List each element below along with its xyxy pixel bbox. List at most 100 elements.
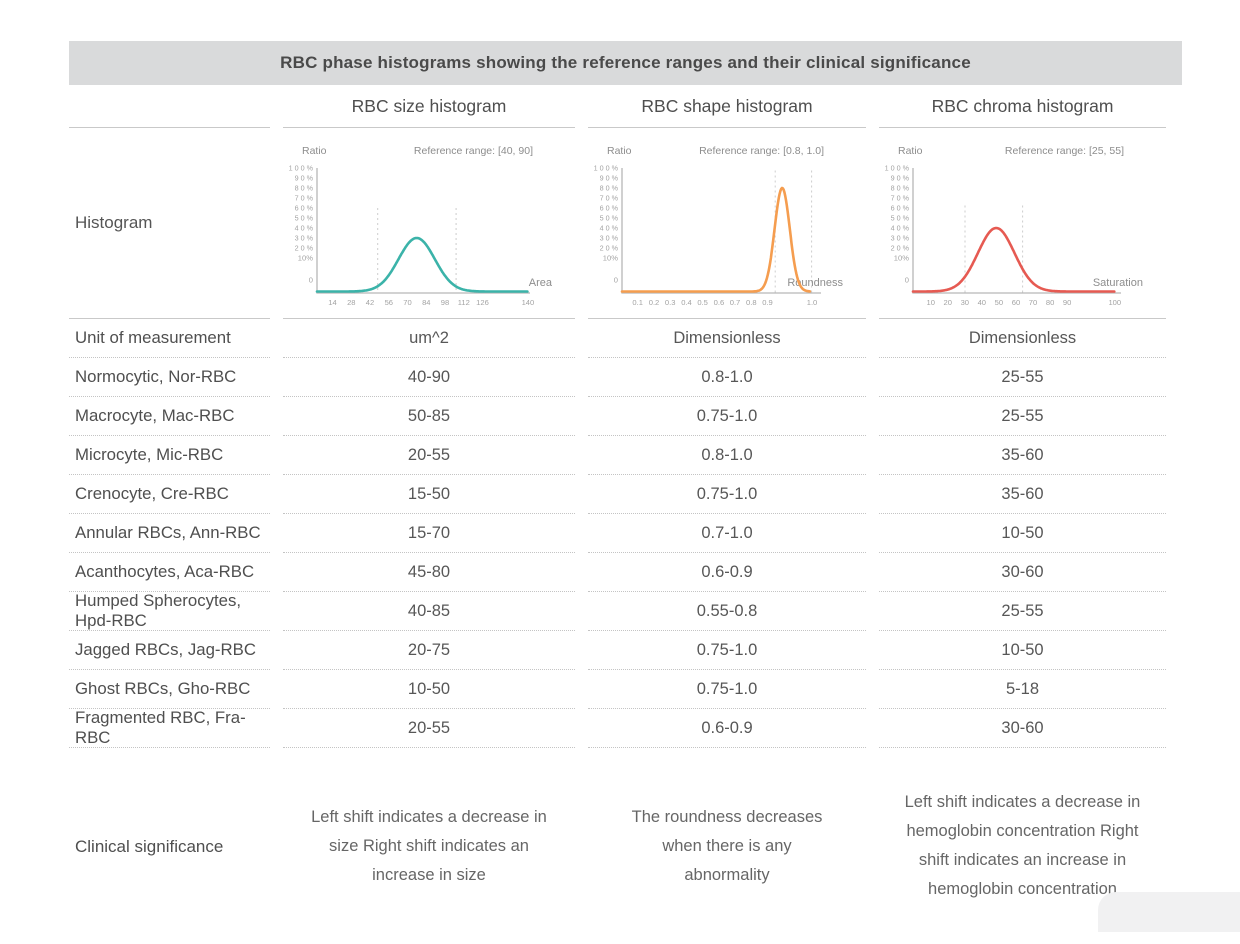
y-tick-label: 10% bbox=[894, 254, 909, 263]
column-header-chroma: RBC chroma histogram bbox=[879, 85, 1166, 128]
column-header-shape: RBC shape histogram bbox=[588, 85, 866, 128]
cell-chroma: 25-55 bbox=[879, 358, 1166, 397]
row-label: Ghost RBCs, Gho-RBC bbox=[69, 670, 270, 709]
table-row-crenocyte: Crenocyte, Cre-RBC 15-50 0.75-1.0 35-60 bbox=[69, 475, 1240, 514]
x-tick-label: 0.3 bbox=[665, 298, 676, 307]
x-tick-label: 98 bbox=[441, 298, 449, 307]
y-tick-label: 6 0 % bbox=[600, 204, 619, 213]
figure-title-bar: RBC phase histograms showing the referen… bbox=[69, 41, 1182, 85]
table-row-ghost: Ghost RBCs, Gho-RBC 10-50 0.75-1.0 5-18 bbox=[69, 670, 1240, 709]
y-tick-label: 10% bbox=[603, 254, 618, 263]
x-tick-label: 0.2 bbox=[649, 298, 660, 307]
x-tick-label: 0.9 bbox=[762, 298, 773, 307]
x-tick-label: 0.1 bbox=[632, 298, 643, 307]
clinical-chroma-text: Left shift indicates a decrease in hemog… bbox=[904, 793, 1141, 898]
y-tick-label: 0 bbox=[614, 276, 618, 285]
row-label: Macrocyte, Mac-RBC bbox=[69, 397, 270, 436]
cell-size: 10-50 bbox=[283, 670, 575, 709]
y-tick-label: 9 0 % bbox=[891, 174, 910, 183]
shape-histogram-chart: Ratio Reference range: [0.8, 1.0] 1 0 0 % 9… bbox=[588, 130, 866, 316]
y-tick-label: 7 0 % bbox=[295, 194, 314, 203]
y-tick-label: 4 0 % bbox=[600, 224, 619, 233]
figure-title: RBC phase histograms showing the referen… bbox=[280, 53, 971, 72]
y-tick-label: 0 bbox=[905, 276, 909, 285]
table-row-humped-spherocytes: Humped Spherocytes, Hpd-RBC 40-85 0.55-0… bbox=[69, 591, 1240, 631]
chart-y-axis-title: Ratio bbox=[898, 145, 923, 157]
chart-x-axis-title: Roundness bbox=[787, 277, 843, 289]
chart-axes bbox=[912, 168, 1121, 294]
y-tick-label: 8 0 % bbox=[600, 184, 619, 193]
size-histogram-chart: Ratio Reference range: [40, 90] 1 0 0 % 9 0… bbox=[283, 130, 575, 316]
cell-chroma: 25-55 bbox=[879, 592, 1166, 631]
table-row-normocytic: Normocytic, Nor-RBC 40-90 0.8-1.0 25-55 bbox=[69, 358, 1240, 397]
cell-size: 50-85 bbox=[283, 397, 575, 436]
x-tick-label: 112 bbox=[458, 298, 470, 307]
x-tick-label: 14 bbox=[328, 298, 336, 307]
row-label: Fragmented RBC, Fra-RBC bbox=[69, 708, 270, 748]
table-row-microcyte: Microcyte, Mic-RBC 20-55 0.8-1.0 35-60 bbox=[69, 436, 1240, 475]
x-tick-label: 56 bbox=[385, 298, 393, 307]
y-tick-label: 5 0 % bbox=[891, 214, 910, 223]
y-tick-label: 9 0 % bbox=[600, 174, 619, 183]
y-tick-label: 1 0 0 % bbox=[885, 164, 910, 173]
x-tick-label: 0.8 bbox=[746, 298, 757, 307]
cell-shape: 0.6-0.9 bbox=[588, 553, 866, 592]
x-tick-label: 0.7 bbox=[730, 298, 741, 307]
table-row-fragmented: Fragmented RBC, Fra-RBC 20-55 0.6-0.9 30… bbox=[69, 708, 1240, 748]
column-header-size: RBC size histogram bbox=[283, 85, 575, 128]
y-tick-label: 3 0 % bbox=[891, 234, 910, 243]
y-tick-label: 3 0 % bbox=[600, 234, 619, 243]
cell-shape: 0.8-1.0 bbox=[588, 436, 866, 475]
chart-reference-range-label: Reference range: [25, 55] bbox=[1005, 145, 1124, 157]
x-tick-label: 0.5 bbox=[697, 298, 708, 307]
y-tick-label: 5 0 % bbox=[600, 214, 619, 223]
row-label: Unit of measurement bbox=[69, 319, 270, 358]
row-label: Normocytic, Nor-RBC bbox=[69, 358, 270, 397]
x-tick-label: 100 bbox=[1108, 298, 1121, 307]
cell-shape: 0.8-1.0 bbox=[588, 358, 866, 397]
cell-shape: Dimensionless bbox=[588, 319, 866, 358]
chart-x-axis-title: Saturation bbox=[1093, 277, 1143, 289]
x-tick-label: 0.6 bbox=[714, 298, 725, 307]
cell-shape: 0.75-1.0 bbox=[588, 397, 866, 436]
clinical-shape-text: The roundness decreases when there is an… bbox=[631, 807, 823, 884]
x-tick-label: 28 bbox=[347, 298, 355, 307]
row-label: Humped Spherocytes, Hpd-RBC bbox=[69, 591, 270, 631]
y-tick-label: 5 0 % bbox=[295, 214, 314, 223]
x-tick-label: 80 bbox=[1046, 298, 1054, 307]
x-tick-label: 42 bbox=[366, 298, 374, 307]
cell-size: 20-75 bbox=[283, 631, 575, 670]
y-tick-label: 0 bbox=[309, 276, 313, 285]
row-label: Microcyte, Mic-RBC bbox=[69, 436, 270, 475]
cell-chroma: 10-50 bbox=[879, 514, 1166, 553]
cell-size: 40-90 bbox=[283, 358, 575, 397]
x-tick-label: 10 bbox=[926, 298, 934, 307]
y-tick-label: 7 0 % bbox=[891, 194, 910, 203]
chart-y-axis-title: Ratio bbox=[302, 145, 327, 157]
cell-size: um^2 bbox=[283, 319, 575, 358]
x-tick-label: 140 bbox=[522, 298, 535, 307]
chart-reference-range-label: Reference range: [40, 90] bbox=[414, 145, 533, 157]
chroma-histogram-chart: Ratio Reference range: [25, 55] 1 0 0 % 9 0… bbox=[879, 130, 1166, 316]
cell-shape: 0.55-0.8 bbox=[588, 592, 866, 631]
cell-shape: 0.6-0.9 bbox=[588, 709, 866, 748]
y-tick-label: 1 0 0 % bbox=[289, 164, 314, 173]
row-label: Crenocyte, Cre-RBC bbox=[69, 475, 270, 514]
x-tick-label: 40 bbox=[978, 298, 986, 307]
y-tick-label: 8 0 % bbox=[295, 184, 314, 193]
table-row-macrocyte: Macrocyte, Mac-RBC 50-85 0.75-1.0 25-55 bbox=[69, 397, 1240, 436]
distribution-curve bbox=[620, 186, 812, 293]
row-label: Acanthocytes, Aca-RBC bbox=[69, 553, 270, 592]
cell-chroma: Dimensionless bbox=[879, 319, 1166, 358]
y-tick-label: 4 0 % bbox=[891, 224, 910, 233]
x-tick-label: 30 bbox=[961, 298, 969, 307]
distribution-curve bbox=[911, 226, 1116, 293]
y-tick-label: 2 0 % bbox=[600, 244, 619, 253]
x-tick-label: 84 bbox=[422, 298, 430, 307]
cell-shape: 0.75-1.0 bbox=[588, 475, 866, 514]
x-tick-label: 50 bbox=[995, 298, 1003, 307]
distribution-curve bbox=[315, 236, 529, 293]
x-tick-label: 70 bbox=[1029, 298, 1037, 307]
y-tick-label: 1 0 0 % bbox=[594, 164, 619, 173]
clinical-row-label: Clinical significance bbox=[75, 836, 224, 856]
